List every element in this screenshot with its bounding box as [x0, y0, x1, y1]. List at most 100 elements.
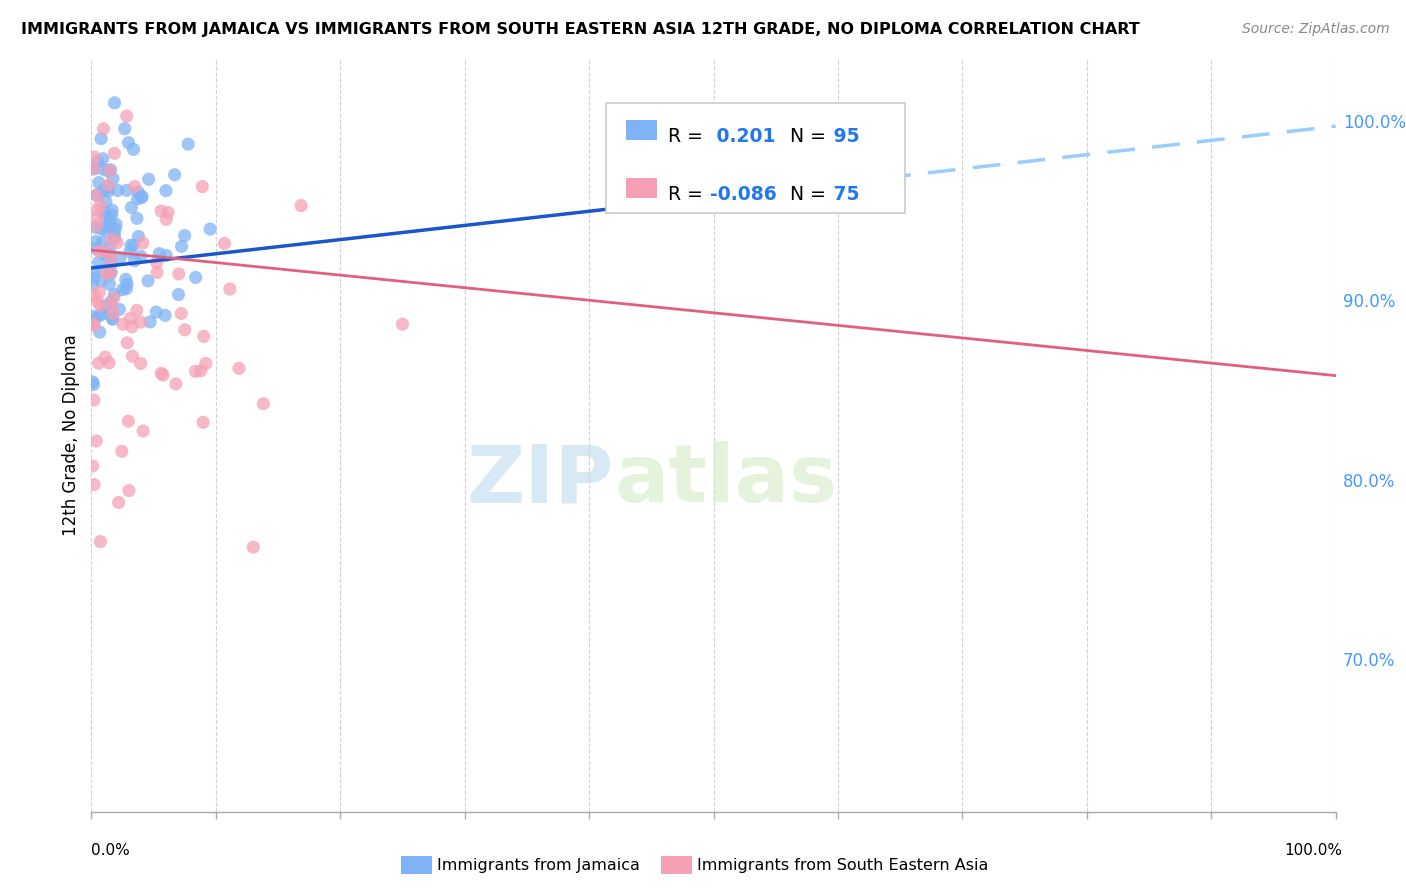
- Point: [114, 272, 136, 286]
- Point: [193, 329, 215, 343]
- Point: [100, 265, 122, 279]
- Point: [83, 150, 105, 164]
- Point: [121, 319, 143, 334]
- Point: [122, 238, 145, 252]
- Point: [155, 184, 177, 198]
- Point: [252, 397, 274, 411]
- Point: [100, 208, 122, 222]
- Point: [177, 137, 200, 152]
- Point: [139, 315, 162, 329]
- Point: [97, 178, 120, 192]
- Point: [115, 183, 138, 197]
- Point: [167, 287, 190, 301]
- Point: [90, 274, 112, 288]
- Text: Immigrants from Jamaica: Immigrants from Jamaica: [437, 858, 640, 873]
- Point: [194, 357, 217, 371]
- Point: [125, 303, 148, 318]
- Point: [98, 241, 121, 255]
- Point: [101, 232, 124, 246]
- Point: [97, 180, 120, 194]
- Point: [100, 299, 122, 313]
- Point: [190, 364, 212, 378]
- Point: [82, 277, 104, 292]
- Point: [87, 356, 110, 370]
- Point: [96, 267, 118, 281]
- Point: [82, 458, 104, 473]
- Point: [86, 203, 108, 218]
- Point: [96, 300, 118, 314]
- Point: [170, 306, 193, 320]
- Point: [89, 534, 111, 549]
- Point: [83, 271, 105, 285]
- Point: [132, 235, 155, 250]
- Point: [118, 244, 141, 259]
- Point: [103, 227, 125, 242]
- Text: N =: N =: [778, 127, 825, 145]
- Point: [100, 295, 122, 310]
- Point: [228, 361, 250, 376]
- Point: [86, 294, 108, 309]
- Text: 0.201: 0.201: [710, 127, 775, 145]
- Text: -0.086: -0.086: [710, 185, 776, 203]
- Point: [97, 247, 120, 261]
- Point: [104, 221, 127, 235]
- Point: [84, 434, 107, 448]
- Text: Immigrants from South Eastern Asia: Immigrants from South Eastern Asia: [697, 858, 988, 873]
- Point: [111, 283, 134, 297]
- Point: [156, 205, 179, 219]
- Point: [93, 121, 115, 136]
- Point: [84, 234, 107, 248]
- Point: [82, 265, 104, 279]
- Point: [148, 246, 170, 260]
- Text: ZIP: ZIP: [467, 441, 614, 519]
- Point: [83, 393, 105, 408]
- Text: 100.0%: 100.0%: [1285, 843, 1343, 858]
- Point: [152, 368, 174, 382]
- Point: [89, 285, 111, 300]
- Point: [83, 477, 105, 491]
- Point: [121, 349, 143, 363]
- Point: [86, 155, 108, 169]
- Point: [129, 249, 152, 263]
- Point: [83, 161, 105, 176]
- Point: [214, 236, 236, 251]
- Point: [120, 238, 142, 252]
- Point: [83, 318, 105, 332]
- Point: [97, 185, 120, 199]
- Point: [91, 162, 114, 177]
- Point: [124, 179, 146, 194]
- Point: [89, 309, 111, 323]
- Point: [146, 265, 169, 279]
- Point: [94, 244, 117, 259]
- Point: [219, 282, 242, 296]
- Point: [87, 176, 110, 190]
- Point: [83, 318, 105, 333]
- Point: [83, 161, 105, 176]
- Point: [103, 291, 125, 305]
- Point: [98, 356, 121, 370]
- Point: [89, 244, 111, 259]
- Point: [111, 317, 134, 331]
- Point: [87, 255, 110, 269]
- Point: [93, 205, 115, 219]
- Point: [103, 287, 125, 301]
- Point: [89, 299, 111, 313]
- Point: [82, 310, 104, 324]
- Point: [89, 325, 111, 339]
- Point: [173, 323, 195, 337]
- Point: [91, 307, 114, 321]
- Text: Source: ZipAtlas.com: Source: ZipAtlas.com: [1241, 22, 1389, 37]
- Point: [163, 168, 186, 182]
- Point: [136, 274, 159, 288]
- Y-axis label: 12th Grade, No Diploma: 12th Grade, No Diploma: [62, 334, 80, 536]
- Point: [290, 199, 312, 213]
- Point: [167, 267, 190, 281]
- Point: [125, 211, 148, 226]
- Point: [150, 366, 173, 380]
- Point: [191, 415, 214, 429]
- Point: [83, 313, 105, 327]
- Point: [84, 242, 107, 256]
- Point: [82, 288, 104, 302]
- Point: [93, 183, 115, 197]
- Point: [97, 219, 120, 234]
